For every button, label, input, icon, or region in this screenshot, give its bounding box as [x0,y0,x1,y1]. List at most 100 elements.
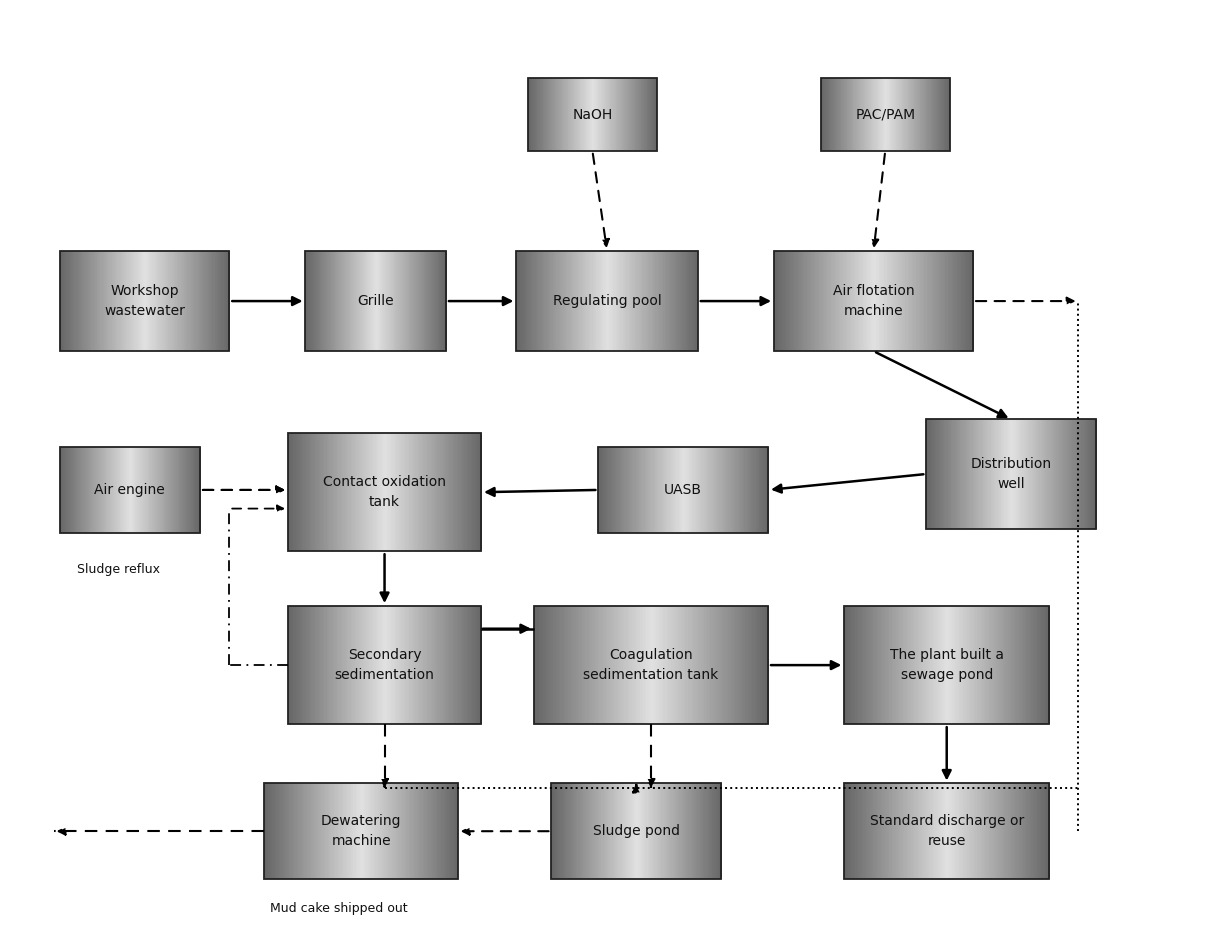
Bar [356,783,357,879]
Bar [65,251,67,351]
Bar [77,447,79,533]
Bar [826,78,827,151]
Bar [891,783,893,879]
Bar [1074,419,1075,529]
Bar [559,251,560,351]
Bar [705,783,708,879]
Bar [113,447,115,533]
Bar [366,251,368,351]
Bar [935,606,937,724]
Bar [199,251,200,351]
Bar [606,783,608,879]
Bar [329,606,331,724]
Bar [633,447,636,533]
Bar [87,251,88,351]
Bar [649,606,651,724]
Bar [599,606,601,724]
Bar [439,606,440,724]
Bar [1046,783,1047,879]
Bar [389,783,392,879]
Bar [394,606,395,724]
Bar [532,78,534,151]
Bar [314,251,315,351]
Bar [636,783,637,879]
Bar [932,606,933,724]
Bar [377,433,378,552]
Bar [349,606,350,724]
Bar [1085,419,1087,529]
Bar [658,783,660,879]
Bar [941,419,943,529]
Bar [162,447,163,533]
Bar [600,447,603,533]
Bar [564,783,566,879]
Bar [161,447,162,533]
Bar [590,783,593,879]
Bar [989,419,992,529]
Bar [109,251,110,351]
Bar [826,251,827,351]
Bar [393,783,395,879]
Bar [554,78,555,151]
Bar [317,251,320,351]
Bar [412,606,415,724]
Bar [346,251,348,351]
Bar [265,783,458,879]
Bar [850,78,852,151]
Bar [627,251,630,351]
Bar [285,783,287,879]
Bar [87,447,88,533]
Bar [986,419,988,529]
Bar [627,78,628,151]
Bar [1006,419,1008,529]
Bar [1005,783,1008,879]
Bar [926,78,928,151]
Bar [570,783,571,879]
Bar [306,783,307,879]
Bar [560,606,562,724]
Bar [661,783,662,879]
Bar [933,419,935,529]
Bar [958,251,959,351]
Bar [381,606,383,724]
Bar [388,606,390,724]
Bar [828,251,831,351]
Bar [436,251,437,351]
Bar [928,783,931,879]
Bar [590,606,592,724]
Bar [970,606,972,724]
Bar [384,606,387,724]
Bar [548,78,549,151]
Bar [676,447,678,533]
Bar [986,606,988,724]
Bar [758,606,759,724]
Bar [425,606,426,724]
Bar [394,251,396,351]
Bar [449,606,451,724]
Bar [303,783,305,879]
Bar [416,251,417,351]
Bar [869,783,871,879]
Bar [1057,419,1058,529]
Bar [839,251,841,351]
Bar [880,78,882,151]
Bar [662,606,664,724]
Bar [595,606,597,724]
Bar [897,606,898,724]
Bar [754,606,756,724]
Bar [867,78,869,151]
Bar [628,78,630,151]
Bar [361,783,364,879]
Bar [550,78,551,151]
Bar [971,606,974,724]
Bar [326,433,327,552]
Bar [445,783,447,879]
Bar [105,447,107,533]
Bar [126,251,127,351]
Bar [417,251,418,351]
Bar [880,783,882,879]
Bar [870,78,871,151]
Bar [92,251,93,351]
Bar [999,783,1000,879]
Bar [1036,419,1038,529]
